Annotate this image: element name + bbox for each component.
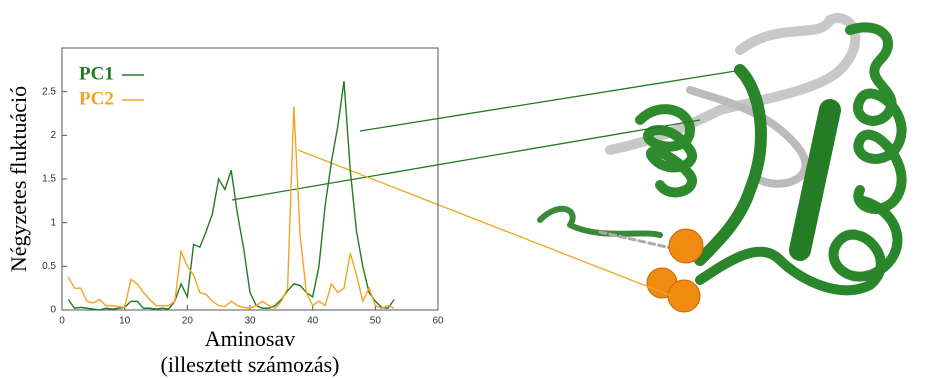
series-line xyxy=(68,81,394,310)
series-line xyxy=(68,107,394,309)
x-tick-label: 50 xyxy=(370,316,382,327)
plot-frame xyxy=(62,48,438,310)
y-tick-label: 2 xyxy=(50,130,56,141)
figure: Négyzetes fluktuáció Aminosav (illesztet… xyxy=(0,0,925,379)
x-axis-sublabel: (illesztett számozás) xyxy=(161,352,340,377)
legend-label: PC1 xyxy=(79,63,114,84)
connector-lines xyxy=(232,70,742,296)
x-tick-label: 0 xyxy=(59,316,65,327)
x-tick-label: 40 xyxy=(307,316,319,327)
y-tick-label: 2.5 xyxy=(42,86,56,97)
y-tick-label: 0.5 xyxy=(42,261,56,272)
y-tick-label: 1 xyxy=(50,217,56,228)
protein-structure xyxy=(540,18,902,312)
y-tick-label: 0 xyxy=(50,305,56,316)
x-tick-label: 60 xyxy=(432,316,444,327)
y-axis-label: Négyzetes fluktuáció xyxy=(6,86,31,272)
x-axis-label: Aminosav xyxy=(205,326,295,351)
legend-label: PC2 xyxy=(79,88,114,109)
x-tick-label: 10 xyxy=(119,316,131,327)
x-tick-label: 30 xyxy=(244,316,256,327)
y-tick-label: 1.5 xyxy=(42,174,56,185)
x-tick-label: 20 xyxy=(182,316,194,327)
